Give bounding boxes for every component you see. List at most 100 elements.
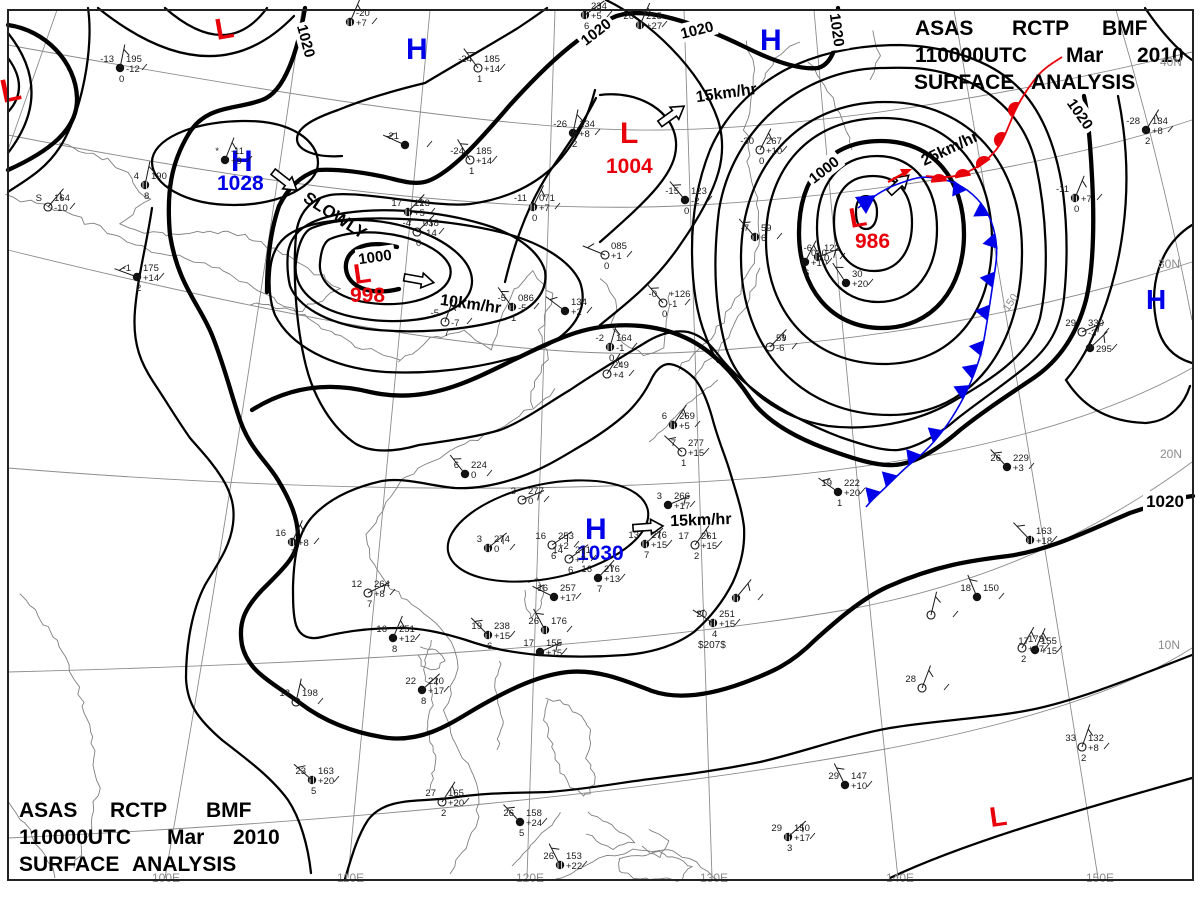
svg-text:+17: +17 xyxy=(674,501,690,512)
svg-text:SURFACE: SURFACE xyxy=(914,71,1014,94)
svg-text:3: 3 xyxy=(657,491,662,502)
svg-text:8: 8 xyxy=(421,696,426,707)
svg-text:-6: -6 xyxy=(776,343,784,354)
svg-text:2: 2 xyxy=(694,551,699,562)
svg-text:4: 4 xyxy=(712,629,717,640)
svg-text:+15: +15 xyxy=(688,448,704,459)
svg-text:-26: -26 xyxy=(553,119,567,130)
svg-text:1: 1 xyxy=(681,458,686,469)
svg-text:17: 17 xyxy=(678,531,689,542)
svg-text:+8: +8 xyxy=(374,589,385,600)
svg-text:15km/hr: 15km/hr xyxy=(670,511,732,530)
svg-text:6: 6 xyxy=(487,641,492,652)
svg-text:27: 27 xyxy=(425,788,436,799)
svg-text:H: H xyxy=(1146,284,1166,315)
svg-text:22: 22 xyxy=(405,676,416,687)
svg-text:16: 16 xyxy=(581,564,592,575)
svg-text:28: 28 xyxy=(905,674,916,685)
svg-text:20N: 20N xyxy=(1160,447,1182,461)
svg-text:0: 0 xyxy=(1074,204,1079,215)
svg-text:-11: -11 xyxy=(514,193,527,204)
svg-text:986: 986 xyxy=(855,230,890,253)
svg-text:+7: +7 xyxy=(1081,194,1092,205)
svg-text:3: 3 xyxy=(477,534,482,545)
svg-text:-7: -7 xyxy=(451,318,459,329)
svg-text:ASAS: ASAS xyxy=(915,17,973,40)
svg-text:130E: 130E xyxy=(700,871,728,885)
svg-text:29: 29 xyxy=(828,771,839,782)
svg-text:0: 0 xyxy=(528,496,533,507)
svg-text:17: 17 xyxy=(523,638,534,649)
svg-text:+15: +15 xyxy=(546,648,562,659)
svg-text:+15: +15 xyxy=(651,540,667,551)
svg-text:10N: 10N xyxy=(1158,638,1180,652)
svg-text:30N: 30N xyxy=(1158,257,1180,271)
svg-text:0: 0 xyxy=(119,74,124,85)
svg-text:+5: +5 xyxy=(591,11,602,22)
svg-text:3: 3 xyxy=(787,843,792,854)
svg-text:110000UTC: 110000UTC xyxy=(915,44,1027,67)
svg-text:Mar: Mar xyxy=(1066,44,1103,67)
svg-text:-5: -5 xyxy=(518,303,526,314)
svg-text:3: 3 xyxy=(511,486,516,497)
svg-text:$207$: $207$ xyxy=(698,640,726,651)
svg-text:16: 16 xyxy=(275,528,286,539)
svg-text:+15: +15 xyxy=(494,631,510,642)
svg-text:7: 7 xyxy=(597,584,602,595)
svg-text:BMF: BMF xyxy=(206,799,252,822)
svg-text:295: 295 xyxy=(1096,344,1112,355)
svg-text:998: 998 xyxy=(350,284,385,307)
svg-text:0: 0 xyxy=(471,470,476,481)
svg-text:+10: +10 xyxy=(811,258,827,269)
svg-text:0: 0 xyxy=(604,261,609,272)
svg-text:-24: -24 xyxy=(458,54,472,65)
svg-text:0: 0 xyxy=(532,213,537,224)
svg-text:-1: -1 xyxy=(616,343,624,354)
svg-text:+20: +20 xyxy=(318,776,334,787)
svg-text:16: 16 xyxy=(537,583,548,594)
svg-text:+24: +24 xyxy=(526,818,542,829)
svg-text:S: S xyxy=(36,193,42,204)
svg-text:+10: +10 xyxy=(766,146,782,157)
svg-text:-24: -24 xyxy=(450,146,464,157)
svg-text:2: 2 xyxy=(1145,136,1150,147)
svg-text:+7: +7 xyxy=(356,18,367,29)
svg-text:150: 150 xyxy=(983,583,999,594)
svg-text:-2: -2 xyxy=(596,333,604,344)
svg-text:-15: -15 xyxy=(665,186,679,197)
svg-text:+2: +2 xyxy=(571,307,582,318)
svg-text:23: 23 xyxy=(295,766,306,777)
svg-text:18: 18 xyxy=(960,583,971,594)
svg-text:6: 6 xyxy=(804,268,809,279)
svg-text:26: 26 xyxy=(528,616,539,627)
svg-text:-26: -26 xyxy=(620,11,634,22)
svg-text:7: 7 xyxy=(444,328,449,339)
svg-text:+27: +27 xyxy=(1028,644,1044,655)
svg-text:+15: +15 xyxy=(719,619,735,630)
svg-text:13: 13 xyxy=(628,530,639,541)
svg-text:H: H xyxy=(406,33,428,66)
svg-text:110E: 110E xyxy=(337,871,364,885)
svg-text:16: 16 xyxy=(535,531,546,542)
svg-text:-13: -13 xyxy=(100,54,114,65)
svg-text:L: L xyxy=(620,117,638,150)
svg-text:26: 26 xyxy=(543,851,554,862)
svg-text:ANALYSIS: ANALYSIS xyxy=(1031,71,1135,94)
svg-text:+10: +10 xyxy=(851,781,867,792)
svg-text:150E: 150E xyxy=(1086,871,1114,885)
svg-text:6: 6 xyxy=(568,565,573,576)
svg-text:+8: +8 xyxy=(1088,743,1099,754)
svg-text:RCTP: RCTP xyxy=(1012,17,1069,40)
svg-text:7: 7 xyxy=(291,548,296,559)
svg-text:+14: +14 xyxy=(476,156,492,167)
svg-text:16: 16 xyxy=(376,624,387,635)
svg-text:-30: -30 xyxy=(740,136,754,147)
svg-text:+8: +8 xyxy=(579,129,590,140)
svg-text:7: 7 xyxy=(644,550,649,561)
svg-text:29: 29 xyxy=(771,823,782,834)
svg-text:110000UTC: 110000UTC xyxy=(19,826,131,849)
svg-text:0: 0 xyxy=(494,544,499,555)
svg-text:+8: +8 xyxy=(298,538,309,549)
svg-text:2: 2 xyxy=(441,808,446,819)
svg-text:-12: -12 xyxy=(126,64,140,75)
